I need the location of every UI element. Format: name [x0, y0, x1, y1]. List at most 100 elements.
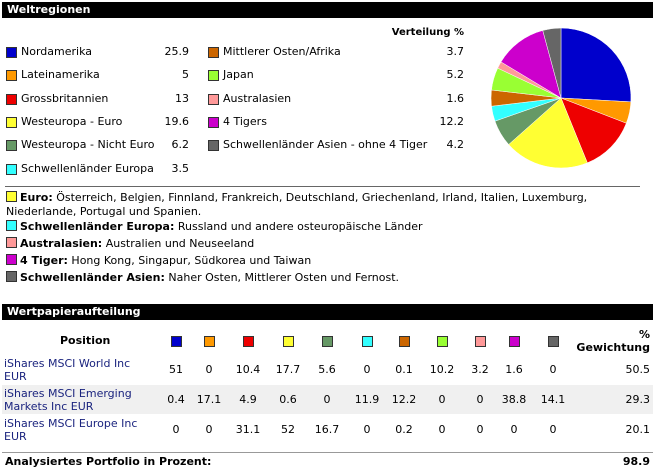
fund-name[interactable]: iShares MSCI Europe Inc EUR — [4, 417, 138, 443]
separator — [2, 452, 653, 453]
note-text: Naher Osten, Mittlerer Osten und Fernost… — [168, 271, 400, 284]
note-text: Australien und Neuseeland — [105, 237, 255, 250]
fund-name[interactable]: iShares MSCI World Inc EUR — [4, 357, 131, 383]
column-swatch — [243, 336, 254, 347]
legend-label: Schwellenländer Asien - ohne 4 Tiger — [223, 138, 428, 152]
total-label: Analysiertes Portfolio in Prozent: — [5, 455, 212, 468]
pie-slice — [542, 27, 562, 99]
legend-label: Nordamerika — [21, 45, 92, 58]
cell-value: 12.2 — [391, 393, 417, 406]
legend-value: 13 — [175, 91, 189, 105]
cell-value: 10.2 — [429, 363, 455, 376]
separator — [5, 186, 640, 187]
column-swatch — [204, 336, 215, 347]
cell-value: 0 — [363, 363, 371, 376]
cell-value: 14.1 — [540, 393, 566, 406]
cell-value: 0 — [205, 363, 213, 376]
legend-label: 4 Tigers — [223, 114, 267, 128]
cell-value: 16.7 — [314, 423, 340, 436]
legend-label: Schwellenländer Europa — [21, 161, 154, 175]
legend-swatch — [6, 140, 17, 152]
note-term: Schwellenländer Asien: — [20, 271, 165, 284]
cell-value: 0 — [549, 423, 557, 436]
section-title: Wertpapieraufteilung — [2, 304, 653, 320]
legend-value: 5 — [182, 68, 189, 82]
note-swatch — [6, 271, 17, 282]
note-text: Österreich, Belgien, Finnland, Frankreic… — [6, 191, 588, 218]
cell-value: 17.1 — [196, 393, 222, 406]
note-swatch — [6, 254, 17, 265]
cell-value: 3.2 — [471, 363, 489, 376]
cell-value: 0 — [476, 393, 484, 406]
column-swatch — [475, 336, 486, 347]
note: Schwellenländer Europa: Russland und and… — [6, 220, 646, 234]
note-term: Euro: — [20, 191, 53, 204]
cell-value: 0 — [476, 423, 484, 436]
legend-value: 19.6 — [164, 114, 190, 128]
legend-value: 3.7 — [446, 45, 465, 58]
legend-swatch — [6, 93, 17, 105]
cell-value: 0 — [510, 423, 518, 436]
legend-swatch — [6, 70, 17, 82]
weight-header: Gewichtung — [576, 341, 650, 354]
cell-value: 5.6 — [318, 363, 336, 376]
legend-label: Westeuropa - Euro — [21, 114, 123, 128]
note-term: Schwellenländer Europa: — [20, 220, 175, 233]
column-swatch — [399, 336, 410, 347]
note: Schwellenländer Asien: Naher Osten, Mitt… — [6, 271, 646, 285]
legend-swatch — [6, 47, 17, 58]
legend-swatch — [208, 70, 219, 82]
legend-value: 12.2 — [439, 114, 465, 128]
cell-value: 10.4 — [235, 363, 261, 376]
position-header: Position — [60, 334, 111, 347]
note: 4 Tiger: Hong Kong, Singapur, Südkorea u… — [6, 254, 646, 268]
column-swatch — [283, 336, 294, 347]
cell-value: 11.9 — [354, 393, 380, 406]
note: Euro: Österreich, Belgien, Finnland, Fra… — [6, 191, 646, 219]
note-swatch — [6, 191, 17, 202]
legend-label: Westeuropa - Nicht Euro — [21, 138, 155, 152]
column-swatch — [171, 336, 182, 347]
legend-value: 6.2 — [171, 138, 190, 152]
cell-value: 0.2 — [395, 423, 413, 436]
pie-slice — [560, 97, 627, 164]
pie-slice — [560, 27, 632, 103]
column-swatch — [362, 336, 373, 347]
cell-value: 0 — [205, 423, 213, 436]
weight: 20.1 — [625, 423, 651, 436]
cell-value: 4.9 — [239, 393, 257, 406]
cell-value: 38.8 — [501, 393, 527, 406]
fund-name[interactable]: iShares MSCI Emerging Markets Inc EUR — [4, 387, 132, 413]
legend-swatch — [6, 116, 17, 128]
legend-label: Australasien — [223, 91, 292, 105]
cell-value: 52 — [281, 423, 295, 436]
cell-value: 0 — [323, 393, 331, 406]
cell-value: 51 — [169, 363, 183, 376]
cell-value: 0 — [172, 423, 180, 436]
cell-value: 0.4 — [167, 393, 185, 406]
weight: 29.3 — [625, 393, 651, 406]
note: Australasien: Australien und Neuseeland — [6, 237, 646, 251]
cell-value: 0 — [438, 393, 446, 406]
weight-header-pct: % — [638, 328, 650, 341]
cell-value: 0 — [438, 423, 446, 436]
column-swatch — [509, 336, 520, 347]
legend-label: Mittlerer Osten/Afrika — [223, 45, 341, 58]
note-term: 4 Tiger: — [20, 254, 68, 267]
cell-value: 0.1 — [395, 363, 413, 376]
cell-value: 0 — [549, 363, 557, 376]
note-swatch — [6, 237, 17, 248]
weight: 50.5 — [625, 363, 651, 376]
legend-swatch — [208, 116, 219, 128]
legend-swatch — [208, 140, 219, 152]
pie-slice — [508, 97, 588, 169]
section-title: Weltregionen — [2, 2, 653, 18]
cell-value: 1.6 — [505, 363, 523, 376]
note-term: Australasien: — [20, 237, 103, 250]
legend-swatch — [208, 93, 219, 105]
note-text: Hong Kong, Singapur, Südkorea und Taiwan — [71, 254, 312, 267]
legend-swatch — [6, 163, 17, 175]
pie-chart — [490, 27, 632, 169]
legend-label: Lateinamerika — [21, 68, 100, 82]
